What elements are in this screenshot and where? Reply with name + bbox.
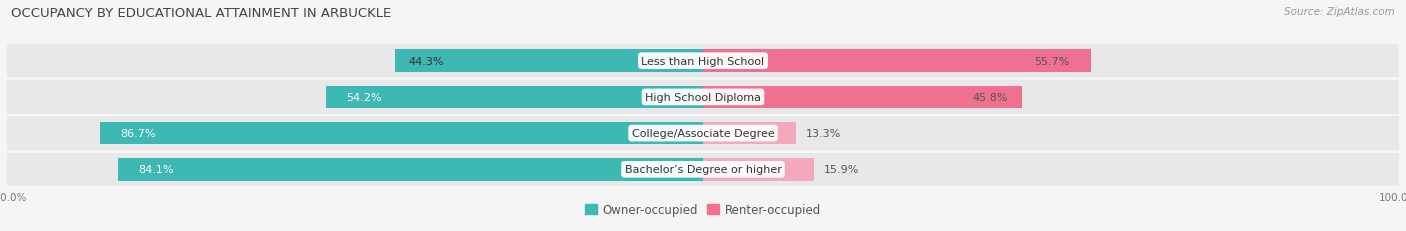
Bar	[703, 86, 1022, 109]
Text: College/Associate Degree: College/Associate Degree	[631, 128, 775, 139]
Bar	[703, 122, 796, 145]
Bar	[7, 117, 1399, 150]
Bar	[395, 50, 703, 73]
Bar	[703, 158, 814, 181]
Bar	[7, 81, 1399, 114]
Text: 13.3%: 13.3%	[806, 128, 841, 139]
Text: 55.7%: 55.7%	[1035, 56, 1070, 66]
Text: Less than High School: Less than High School	[641, 56, 765, 66]
Text: 44.3%: 44.3%	[409, 56, 444, 66]
Text: 45.8%: 45.8%	[973, 92, 1008, 103]
Text: OCCUPANCY BY EDUCATIONAL ATTAINMENT IN ARBUCKLE: OCCUPANCY BY EDUCATIONAL ATTAINMENT IN A…	[11, 7, 391, 20]
Text: Bachelor’s Degree or higher: Bachelor’s Degree or higher	[624, 165, 782, 175]
Text: 15.9%: 15.9%	[824, 165, 859, 175]
Bar	[100, 122, 703, 145]
Bar	[118, 158, 703, 181]
Text: High School Diploma: High School Diploma	[645, 92, 761, 103]
Text: Source: ZipAtlas.com: Source: ZipAtlas.com	[1284, 7, 1395, 17]
Text: 86.7%: 86.7%	[121, 128, 156, 139]
Bar	[703, 50, 1091, 73]
Text: 84.1%: 84.1%	[139, 165, 174, 175]
Bar	[7, 153, 1399, 186]
Bar	[7, 45, 1399, 78]
Legend: Owner-occupied, Renter-occupied: Owner-occupied, Renter-occupied	[585, 203, 821, 216]
Bar	[326, 86, 703, 109]
Text: 54.2%: 54.2%	[347, 92, 382, 103]
